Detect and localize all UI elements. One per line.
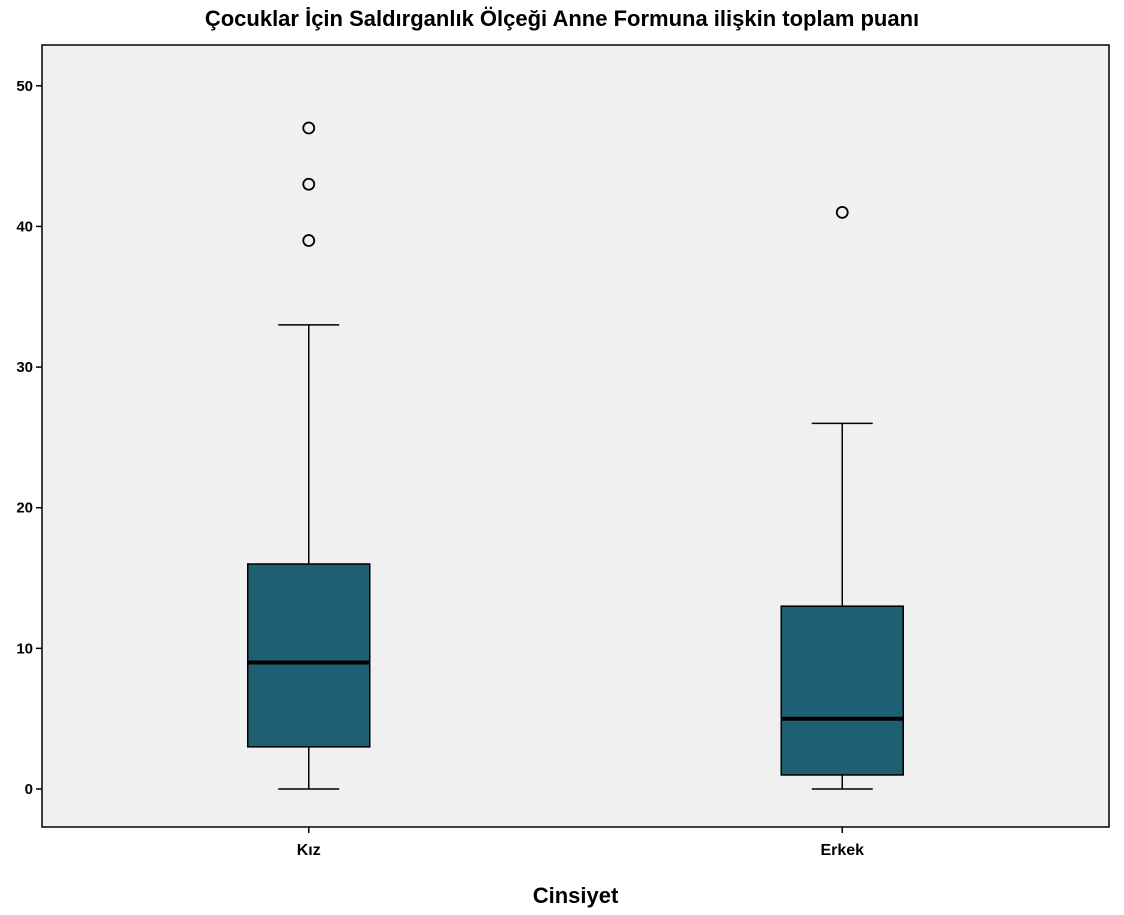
box-kiz xyxy=(247,121,371,790)
boxes-group xyxy=(247,121,904,790)
x-axis-labels: Kız Erkek xyxy=(297,827,864,859)
chart-title: Çocuklar İçin Saldırganlık Ölçeği Anne F… xyxy=(204,6,920,31)
y-tick-label: 30 xyxy=(16,359,33,376)
iqr-box xyxy=(780,605,904,776)
iqr-box xyxy=(247,563,371,748)
x-axis-title: Cinsiyet xyxy=(533,883,619,908)
plot-area xyxy=(41,44,1110,828)
y-tick-label: 0 xyxy=(25,781,33,798)
y-tick-label: 10 xyxy=(16,640,33,657)
y-tick-label: 40 xyxy=(16,218,33,235)
outlier-point xyxy=(302,234,316,247)
outlier-point xyxy=(835,205,849,219)
outlier-point xyxy=(302,177,316,191)
y-axis-ticks: 0 10 20 30 40 50 xyxy=(16,78,42,798)
box-erkek xyxy=(780,205,904,790)
x-tick-label: Erkek xyxy=(820,842,864,859)
x-tick-label: Kız xyxy=(297,842,321,859)
y-tick-label: 50 xyxy=(16,78,33,95)
y-tick-label: 20 xyxy=(16,500,33,517)
outlier-point xyxy=(302,121,316,135)
